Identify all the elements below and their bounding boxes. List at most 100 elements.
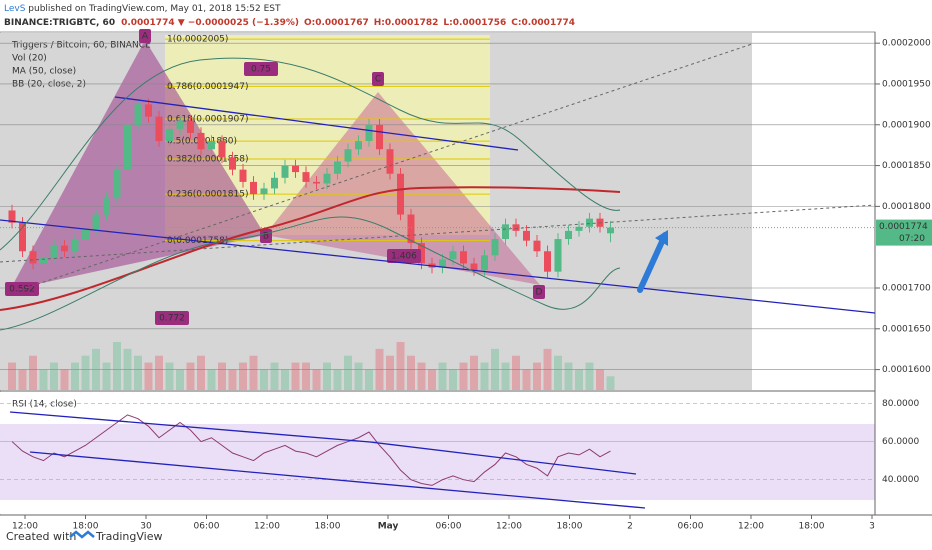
volume-bar [365, 369, 373, 390]
volume-bar [123, 348, 132, 390]
volume-bar [386, 355, 394, 390]
candle-body [103, 198, 110, 215]
candle-body [334, 161, 341, 174]
volume-bar [512, 355, 520, 390]
candle-body [386, 149, 394, 174]
pattern-label: 1.406 [391, 252, 417, 262]
footer-text: Created with [6, 530, 76, 543]
fib-label: 0.786(0.0001947) [167, 82, 248, 92]
candle-body [166, 128, 173, 142]
candle-body [145, 104, 152, 117]
pattern-label: 0.75 [251, 65, 271, 75]
fib-label: 1(0.0002005) [167, 35, 228, 45]
candle-body [586, 218, 593, 227]
candle-body [82, 229, 89, 240]
candle-body [407, 214, 415, 244]
y-tick-label: 0.0001700 [882, 283, 931, 293]
volume-bar [417, 362, 426, 390]
rsi-tick-label: 40.0000 [882, 475, 919, 485]
legend-item: Vol (20) [12, 54, 47, 64]
trendline [0, 219, 876, 314]
x-tick-label: 2 [627, 522, 633, 532]
volume-bar [50, 362, 58, 390]
candle-body [50, 245, 58, 257]
candle-body [271, 177, 278, 189]
trendline [114, 96, 519, 151]
candle-body [239, 169, 247, 182]
y-tick-label: 0.0002000 [882, 39, 931, 49]
volume-bar [564, 362, 573, 390]
x-tick-label: May [378, 522, 399, 532]
candle-body [29, 251, 37, 264]
candle-body [8, 210, 16, 223]
pattern-tag [372, 72, 384, 86]
volume-bar [260, 369, 268, 390]
pattern-tag [155, 311, 189, 325]
x-tick-label: 12:00 [254, 522, 280, 532]
candle-body [113, 169, 121, 199]
volume-bar [281, 369, 289, 390]
volume-bar [8, 362, 16, 390]
volume-bar [144, 362, 153, 390]
volume-bar [543, 348, 552, 390]
fib-label: 0.618(0.0001907) [167, 115, 248, 125]
candle-body [470, 263, 478, 271]
footer-brand: TradingView [95, 530, 162, 543]
volume-bar [480, 362, 489, 390]
volume-bar [71, 362, 79, 390]
candle-body [418, 243, 425, 264]
candle-body [502, 224, 509, 240]
rsi-trendline [369, 441, 637, 475]
volume-bar [165, 362, 174, 390]
fib-label: 0.382(0.0001858) [167, 155, 248, 165]
candle-body [71, 239, 79, 252]
candle-body [481, 255, 488, 271]
volume-bar [491, 348, 499, 390]
candle-body [218, 141, 226, 158]
volume-bar [270, 362, 279, 390]
high: H:0.0001782 [374, 18, 439, 28]
candle-body [19, 222, 26, 252]
price-tag-box [876, 219, 932, 246]
pattern-label: D [536, 288, 543, 298]
volume-bar [60, 369, 69, 390]
x-tick-label: 12:00 [496, 522, 522, 532]
x-tick-label: 3 [869, 522, 875, 532]
volume-bar [134, 355, 142, 390]
author: LevS [4, 4, 26, 14]
low: L:0.0001756 [443, 18, 506, 28]
x-tick-label: 18:00 [73, 522, 99, 532]
volume-bar [596, 369, 604, 390]
candle-body [565, 230, 572, 240]
volume-bar [554, 355, 562, 390]
x-tick-label: 18:00 [557, 522, 583, 532]
candle-body [176, 120, 184, 129]
candle-body [208, 141, 215, 150]
volume-bar [18, 369, 27, 390]
pattern-tag [244, 62, 278, 76]
volume-bar [344, 355, 352, 390]
x-tick-label: 30 [140, 522, 152, 532]
volume-bar [302, 362, 310, 390]
candle-body [554, 239, 562, 272]
volume-bar [113, 342, 121, 390]
volume-bar [197, 355, 205, 390]
x-tick-label: 12:00 [738, 522, 764, 532]
volume-bar [39, 369, 48, 390]
fib-label: 0.236(0.0001815) [167, 190, 248, 200]
candle-body [397, 173, 404, 215]
rsi-line [11, 414, 611, 486]
volume-bar [522, 369, 531, 390]
legend-item: BB (20, close, 2) [12, 80, 86, 90]
volume-bar [459, 362, 468, 390]
volume-bar [186, 362, 195, 390]
volume-bar [291, 362, 300, 390]
volume-bar [102, 362, 111, 390]
footer: Created with TradingView [6, 530, 162, 543]
volume-bar [470, 355, 478, 390]
rsi-label: RSI (14, close) [12, 400, 77, 410]
candle-body [61, 245, 68, 252]
pattern-label: A [142, 32, 149, 42]
y-tick-label: 0.0001800 [882, 202, 931, 212]
candle-body [344, 149, 352, 162]
